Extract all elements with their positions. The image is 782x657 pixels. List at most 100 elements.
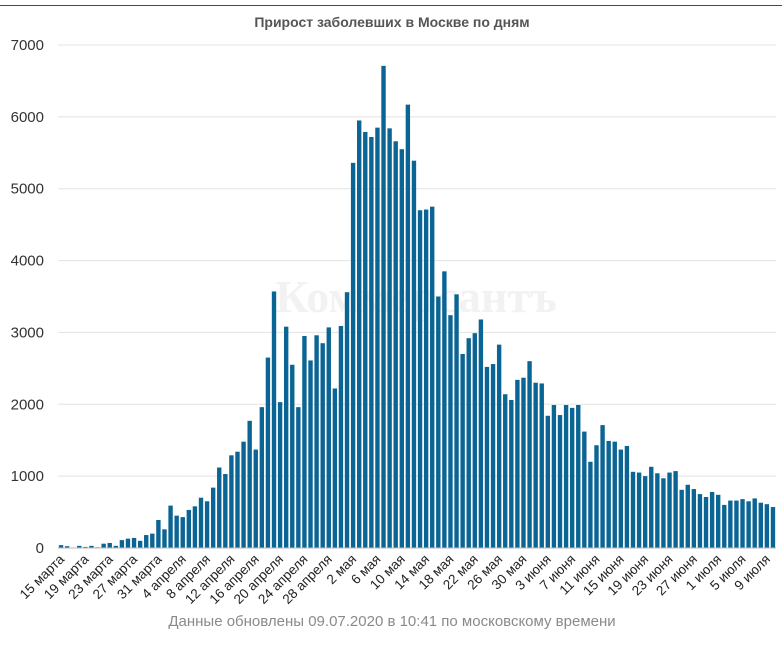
bar [204,501,210,548]
bar [503,394,508,548]
bar [150,533,155,548]
update-note: Данные обновлены 09.07.2020 в 10:41 по м… [168,613,615,630]
bar [697,494,703,548]
bar [89,545,94,548]
bar [156,519,161,548]
bar [582,431,587,548]
bar [357,120,362,548]
bar [296,407,301,548]
y-tick-label: 5000 [11,181,44,198]
bar [448,315,453,548]
bar [545,415,551,548]
bar [64,546,70,548]
bar [265,357,271,548]
bar [387,128,392,548]
bar [734,500,739,548]
bar [277,402,283,548]
bar [655,473,660,548]
bar [344,292,350,548]
bar [375,127,380,548]
bar [430,206,435,548]
bar [119,540,125,548]
bar [691,489,697,548]
bar [302,336,307,548]
bar [290,364,295,548]
bar [253,449,258,548]
chart-title: Прирост заболевших в Москве по дням [254,14,529,30]
bar [685,484,690,548]
bar [320,343,325,548]
bar [283,326,289,548]
bar [569,407,575,548]
bar [399,149,404,548]
bar [369,136,374,549]
bar [423,209,429,549]
bar [180,517,185,548]
bar [728,500,733,548]
bar [460,353,465,548]
bar [210,487,216,548]
y-tick-label: 4000 [11,253,44,270]
bar [101,543,106,548]
bar [58,545,64,548]
bar [636,472,642,548]
bars [58,65,776,549]
bar [198,497,204,548]
y-tick-label: 1000 [11,468,44,485]
y-tick-label: 3000 [11,324,44,341]
bar [716,494,721,548]
bar [247,420,252,548]
bar [125,538,131,548]
bar [764,504,770,548]
bar [612,441,617,548]
bar [509,399,514,548]
bar [496,344,502,548]
y-axis-ticks: 0 1000 2000 3000 4000 5000 6000 7000 [11,37,44,557]
bar [113,545,118,548]
y-tick-label: 0 [36,540,44,557]
y-tick-label: 2000 [11,396,44,413]
bar [667,472,672,548]
bar [594,445,599,548]
bar [454,294,459,548]
bar [588,461,593,548]
bar [217,467,222,548]
bar [630,471,636,548]
bar [442,271,447,548]
bar [314,335,319,548]
bar [350,162,356,548]
bar [770,507,776,548]
bar [758,502,763,548]
bar [381,65,386,548]
bar [338,325,344,548]
bar [606,440,611,548]
bar [77,545,82,548]
bar [436,296,441,548]
bar [192,506,198,548]
bar [478,319,484,548]
bar [241,441,246,548]
bar [649,466,654,548]
bar [490,364,496,548]
bar [618,449,624,548]
bar [308,360,313,548]
y-tick-label: 6000 [11,109,44,126]
bar [174,515,179,548]
bar [722,504,727,548]
bar [746,501,751,548]
bar [679,489,684,548]
bar [326,327,331,548]
bar [527,361,532,548]
bar [557,415,563,548]
bar [417,210,423,548]
bar [740,499,745,548]
bar [363,131,368,548]
y-tick-label: 7000 [11,37,44,54]
bar [576,405,581,548]
bar [642,476,648,548]
bar [186,509,192,548]
bar [752,498,757,548]
bar [229,455,234,548]
